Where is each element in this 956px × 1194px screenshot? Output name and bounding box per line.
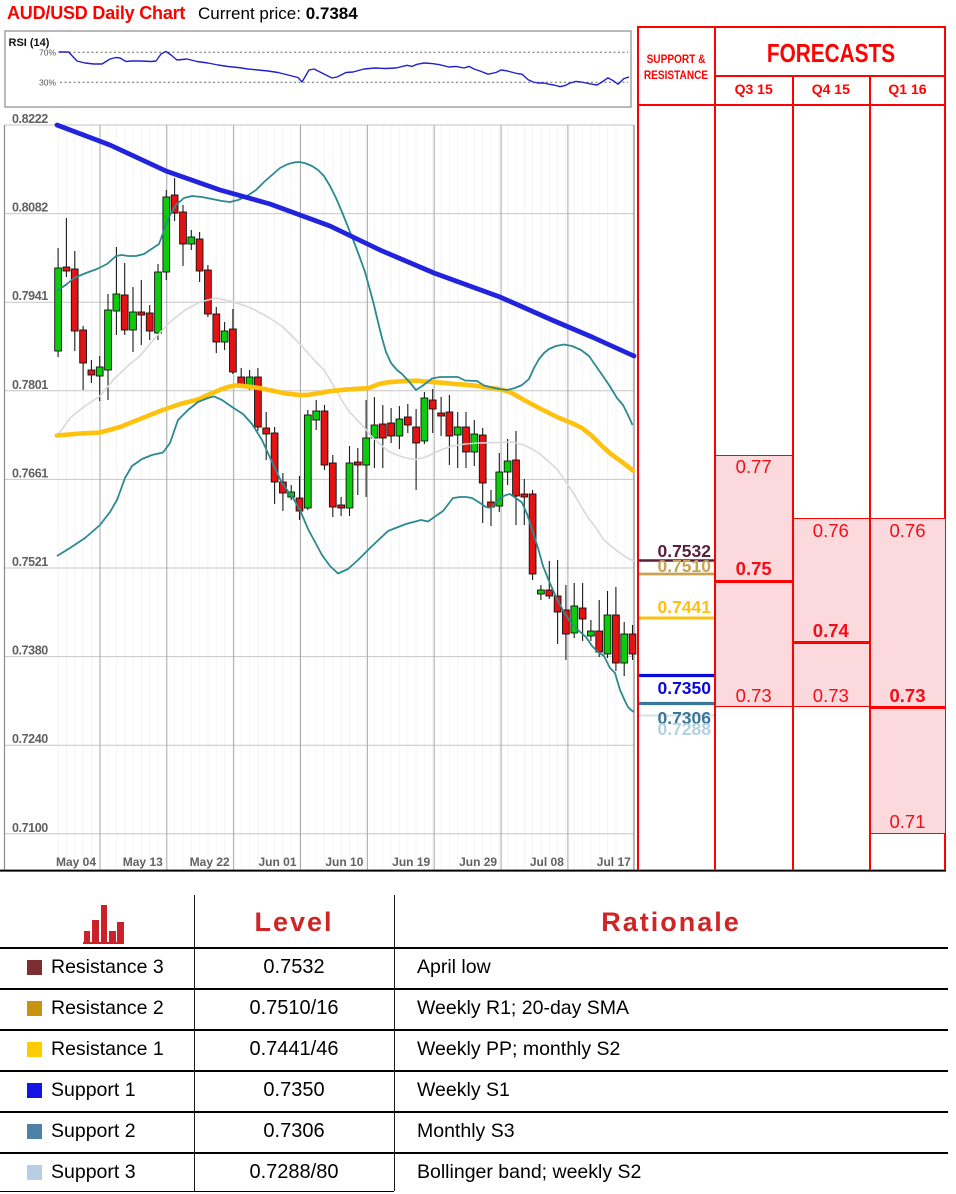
svg-text:0.7380: 0.7380 <box>12 644 48 658</box>
svg-text:0.7240: 0.7240 <box>12 732 48 746</box>
svg-text:May 22: May 22 <box>190 855 230 869</box>
svg-text:70%: 70% <box>39 48 56 58</box>
svg-text:30%: 30% <box>39 78 56 88</box>
svg-text:0.7521: 0.7521 <box>12 555 48 569</box>
svg-text:Jun 29: Jun 29 <box>459 855 497 869</box>
svg-text:Jul 08: Jul 08 <box>530 855 564 869</box>
svg-text:Jun 01: Jun 01 <box>258 855 296 869</box>
svg-text:0.8222: 0.8222 <box>12 112 48 126</box>
svg-text:0.7941: 0.7941 <box>12 289 48 303</box>
svg-text:May 13: May 13 <box>123 855 163 869</box>
svg-text:Jul 17: Jul 17 <box>597 855 631 869</box>
svg-text:RSI (14): RSI (14) <box>9 37 50 49</box>
svg-text:0.7801: 0.7801 <box>12 378 48 392</box>
svg-text:Jun 10: Jun 10 <box>325 855 363 869</box>
svg-text:May 04: May 04 <box>56 855 96 869</box>
svg-text:0.8082: 0.8082 <box>12 201 48 215</box>
svg-text:0.7100: 0.7100 <box>12 821 48 835</box>
svg-text:0.7661: 0.7661 <box>12 466 48 480</box>
svg-text:Jun 19: Jun 19 <box>392 855 430 869</box>
